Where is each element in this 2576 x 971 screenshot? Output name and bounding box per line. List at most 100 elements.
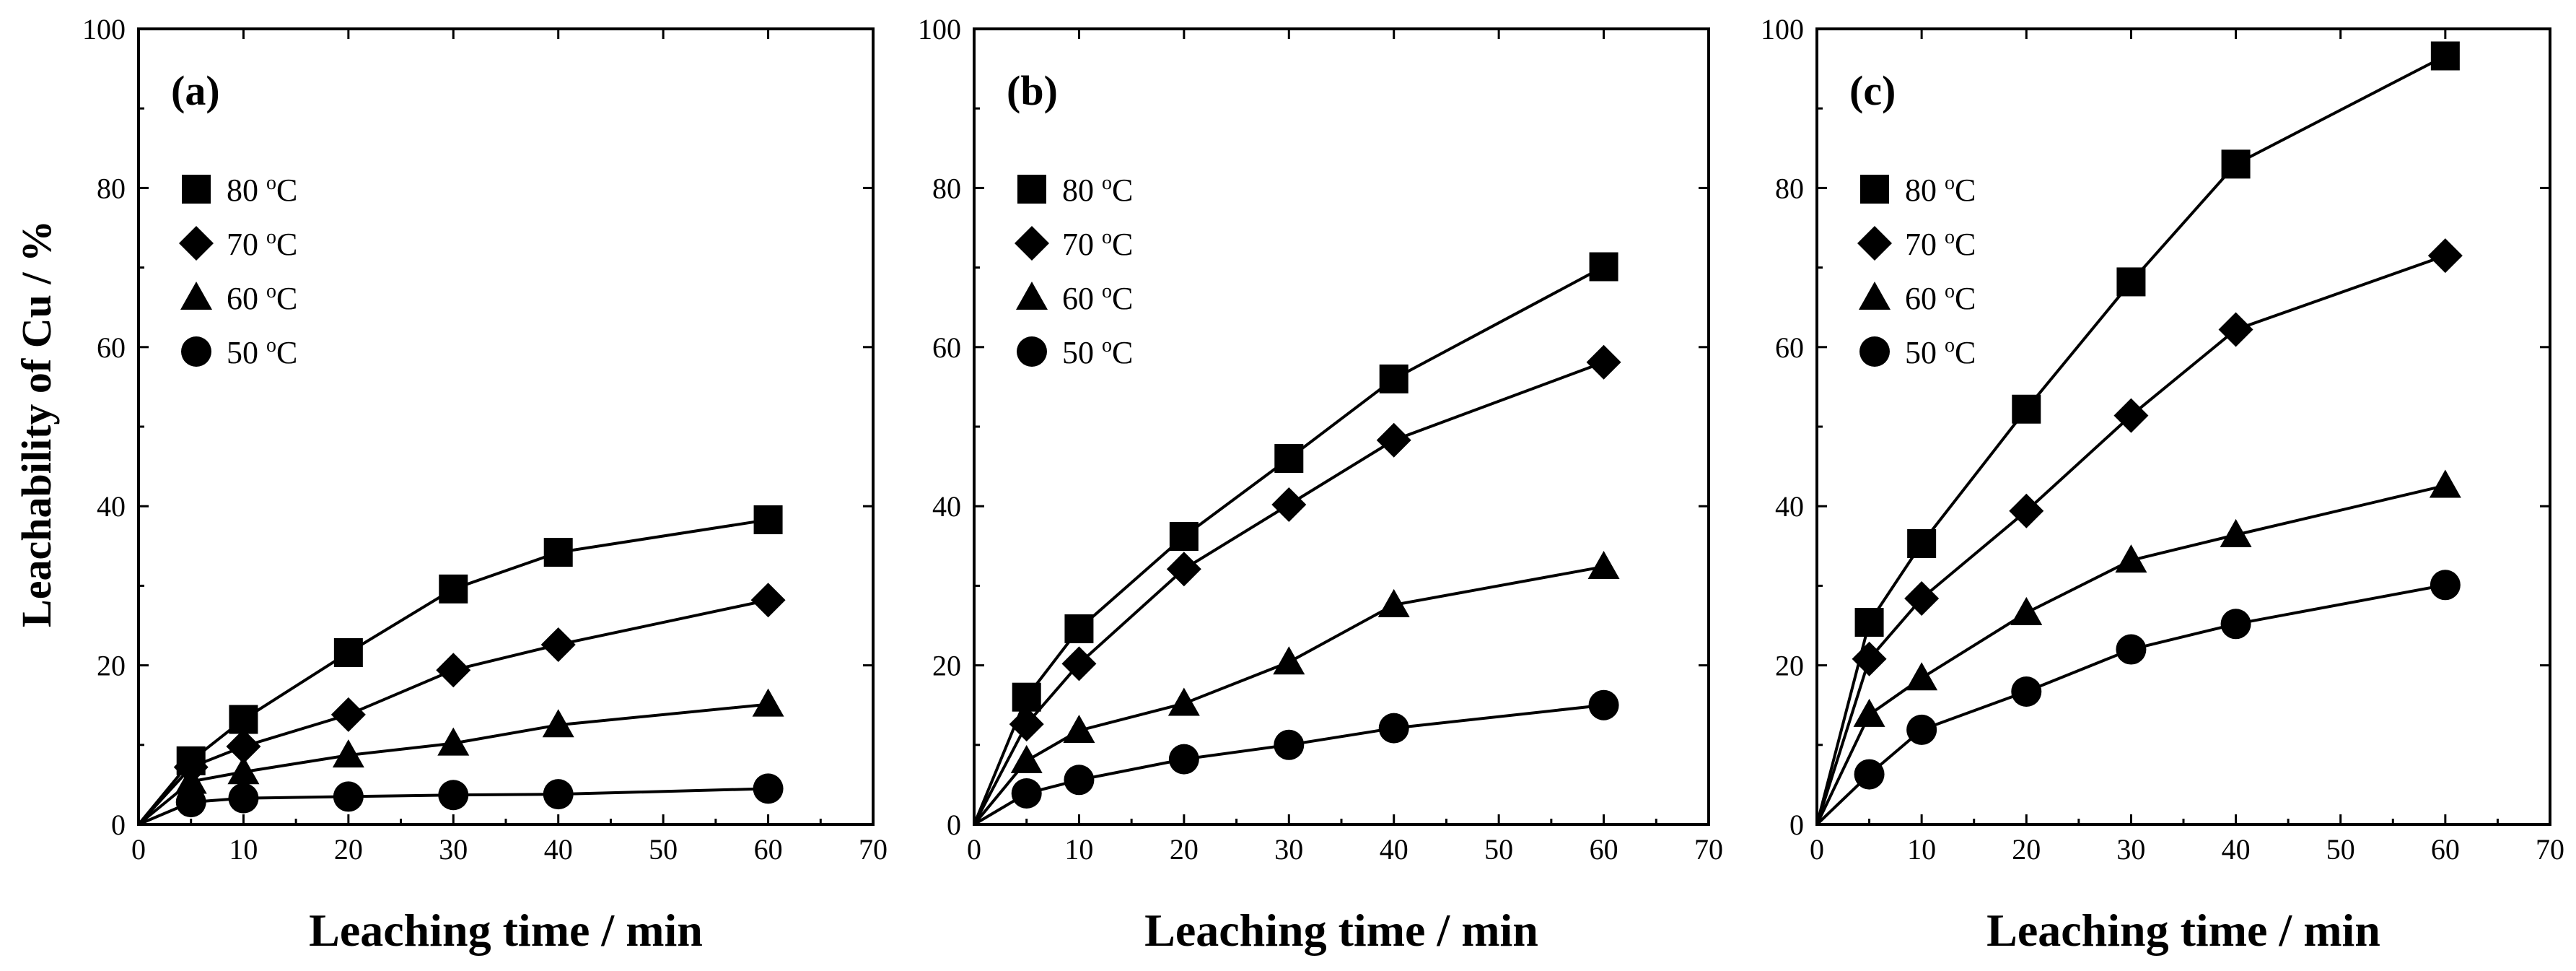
data-point-circle xyxy=(1906,714,1937,745)
data-point-diamond xyxy=(1271,487,1307,522)
y-tick-label: 60 xyxy=(97,331,126,364)
data-point-square xyxy=(1169,522,1199,552)
x-tick-label: 30 xyxy=(2116,833,2145,866)
x-tick-label: 10 xyxy=(229,833,258,866)
legend-item-80-oc: 80 oC xyxy=(1860,172,1976,208)
y-tick-label: 80 xyxy=(932,172,961,204)
data-point-diamond xyxy=(1061,646,1097,682)
data-point-square xyxy=(1907,528,1937,558)
data-point-square xyxy=(753,505,783,534)
data-point-diamond xyxy=(1904,581,1940,617)
series-50-oc xyxy=(973,689,1619,826)
legend-marker-circle xyxy=(1859,336,1890,367)
data-point-triangle xyxy=(332,739,364,768)
x-tick-label: 50 xyxy=(649,833,678,866)
data-point-triangle xyxy=(542,709,574,738)
y-tick-label: 0 xyxy=(947,809,961,841)
x-tick-label: 50 xyxy=(1484,833,1513,866)
y-tick-label: 0 xyxy=(111,809,126,841)
legend-label: 50 oC xyxy=(1062,334,1133,370)
y-axis-title: Leachability of Cu / % xyxy=(13,220,60,627)
data-point-triangle xyxy=(752,688,784,717)
x-tick-label: 20 xyxy=(334,833,363,866)
data-point-diamond xyxy=(1009,707,1044,742)
series-70-oc xyxy=(973,344,1621,825)
panel-label: (a) xyxy=(171,67,220,114)
legend-item-60-oc: 60 oC xyxy=(180,280,297,316)
x-tick-label: 40 xyxy=(544,833,573,866)
legend-marker-square xyxy=(1860,175,1889,204)
data-point-circle xyxy=(1378,713,1409,744)
data-point-square xyxy=(439,574,468,604)
legend-marker-triangle xyxy=(1859,282,1891,310)
series-80-oc xyxy=(973,252,1618,825)
legend-item-50-oc: 50 oC xyxy=(1017,334,1133,370)
data-point-triangle xyxy=(2010,596,2043,625)
x-tick-label: 50 xyxy=(2326,833,2355,866)
data-point-circle xyxy=(1168,744,1199,775)
data-point-triangle xyxy=(1587,550,1620,579)
legend-label: 60 oC xyxy=(1905,280,1976,316)
legend-label: 70 oC xyxy=(227,226,297,262)
plot-frame xyxy=(1815,27,2551,826)
legend-item-80-oc: 80 oC xyxy=(1017,172,1133,208)
legend-label: 50 oC xyxy=(227,334,297,370)
legend-marker-square xyxy=(1017,175,1046,204)
data-point-circle xyxy=(2116,634,2147,665)
series-70-oc xyxy=(1815,238,2463,825)
legend-marker-triangle xyxy=(180,282,212,310)
data-point-triangle xyxy=(1273,646,1305,675)
data-point-triangle xyxy=(227,756,260,785)
data-point-diamond xyxy=(2218,312,2253,347)
data-point-diamond xyxy=(540,627,576,662)
panel-label: (b) xyxy=(1007,67,1058,114)
data-point-square xyxy=(1589,252,1618,282)
legend-label: 60 oC xyxy=(1062,280,1133,316)
data-point-diamond xyxy=(330,697,366,732)
legend-item-50-oc: 50 oC xyxy=(1859,334,1976,370)
data-point-circle xyxy=(2220,609,2251,640)
legend-label: 70 oC xyxy=(1905,226,1976,262)
x-tick-label: 70 xyxy=(1694,833,1723,866)
data-point-triangle xyxy=(175,765,207,794)
data-point-square xyxy=(1379,364,1409,393)
legend-item-50-oc: 50 oC xyxy=(181,334,297,370)
data-point-square xyxy=(2221,149,2251,179)
data-point-square xyxy=(2116,267,2146,297)
series-60-oc xyxy=(137,688,784,826)
series-line-50-oc xyxy=(973,703,1604,826)
legend-marker-diamond xyxy=(1857,226,1892,261)
data-point-circle xyxy=(1588,689,1619,720)
data-point-circle xyxy=(228,783,259,814)
legend-label: 80 oC xyxy=(227,172,297,208)
x-axis-title: Leaching time / min xyxy=(309,905,703,956)
legend-label: 80 oC xyxy=(1062,172,1133,208)
data-point-circle xyxy=(1064,765,1095,796)
series-60-oc xyxy=(973,550,1620,826)
series-line-80-oc xyxy=(1815,54,2446,825)
data-point-circle xyxy=(438,780,469,811)
x-tick-label: 10 xyxy=(1064,833,1093,866)
data-point-triangle xyxy=(1063,714,1095,743)
x-tick-label: 60 xyxy=(1590,833,1618,866)
data-point-square xyxy=(1854,608,1884,637)
x-tick-label: 70 xyxy=(859,833,888,866)
y-tick-label: 20 xyxy=(1775,650,1804,682)
legend-marker-square xyxy=(182,175,211,204)
y-tick-label: 100 xyxy=(1761,13,1804,45)
data-point-square xyxy=(333,637,363,667)
chart-panel-1: 0 10 20 30 40 50 60 70 0 20 40 60 80 100 Leaching time… xyxy=(82,13,888,956)
data-point-diamond xyxy=(1852,641,1887,676)
data-point-diamond xyxy=(1376,422,1411,458)
data-point-square xyxy=(1012,682,1041,712)
series-60-oc xyxy=(1815,469,2461,825)
data-point-square xyxy=(1274,444,1304,474)
legend-marker-diamond xyxy=(1015,226,1049,261)
data-point-triangle xyxy=(1010,744,1043,773)
data-point-triangle xyxy=(437,727,470,756)
series-50-oc xyxy=(1815,570,2461,826)
x-tick-label: 0 xyxy=(131,833,146,866)
y-tick-label: 80 xyxy=(1775,172,1804,204)
y-tick-label: 100 xyxy=(82,13,126,45)
